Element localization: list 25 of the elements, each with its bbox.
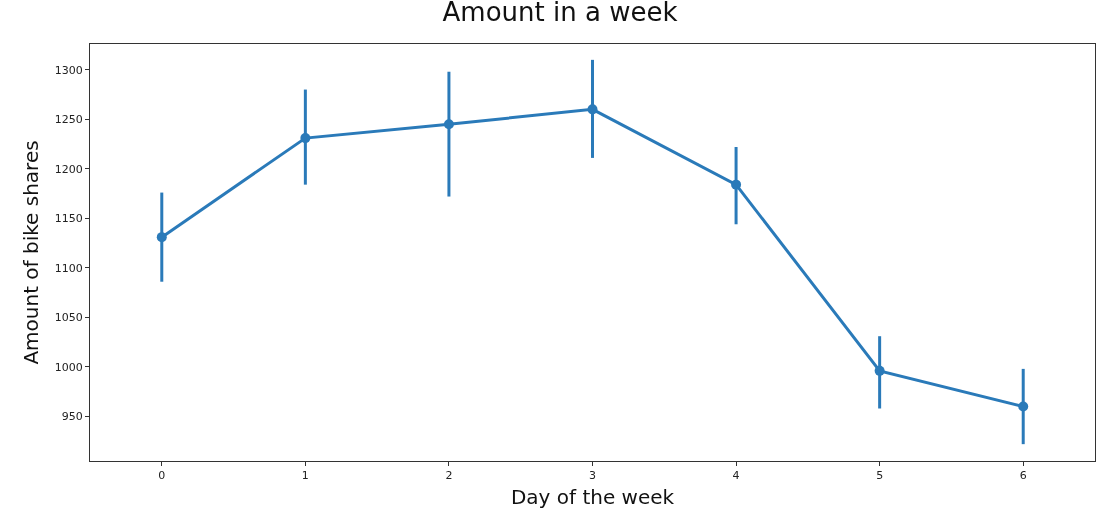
point: [874, 365, 885, 376]
point: [443, 119, 454, 130]
y-tick-label: 1250: [54, 113, 83, 127]
y-tick-label: 1100: [54, 261, 83, 275]
y-tick-label: 1200: [54, 162, 83, 176]
chart-title: Amount in a week: [442, 0, 678, 27]
x-tick-label: 2: [445, 469, 453, 483]
y-tick-label: 950: [61, 410, 83, 424]
x-tick-label: 1: [301, 469, 309, 483]
y-axis-title: Amount of bike shares: [19, 140, 44, 365]
y-tick-label: 1150: [54, 212, 83, 226]
point: [587, 104, 598, 115]
point: [1018, 401, 1029, 412]
x-tick-label: 4: [732, 469, 740, 483]
x-tick-label: 5: [876, 469, 884, 483]
point: [300, 133, 311, 144]
point: [156, 232, 167, 243]
y-tick-label: 1050: [54, 311, 83, 325]
x-tick-label: 6: [1019, 469, 1027, 483]
x-axis-title: Day of the week: [510, 484, 675, 509]
point: [731, 179, 742, 190]
x-tick-label: 3: [589, 469, 596, 483]
x-tick-label: 0: [158, 469, 166, 483]
y-tick-label: 1000: [54, 360, 83, 374]
y-tick-label: 1300: [54, 63, 83, 77]
